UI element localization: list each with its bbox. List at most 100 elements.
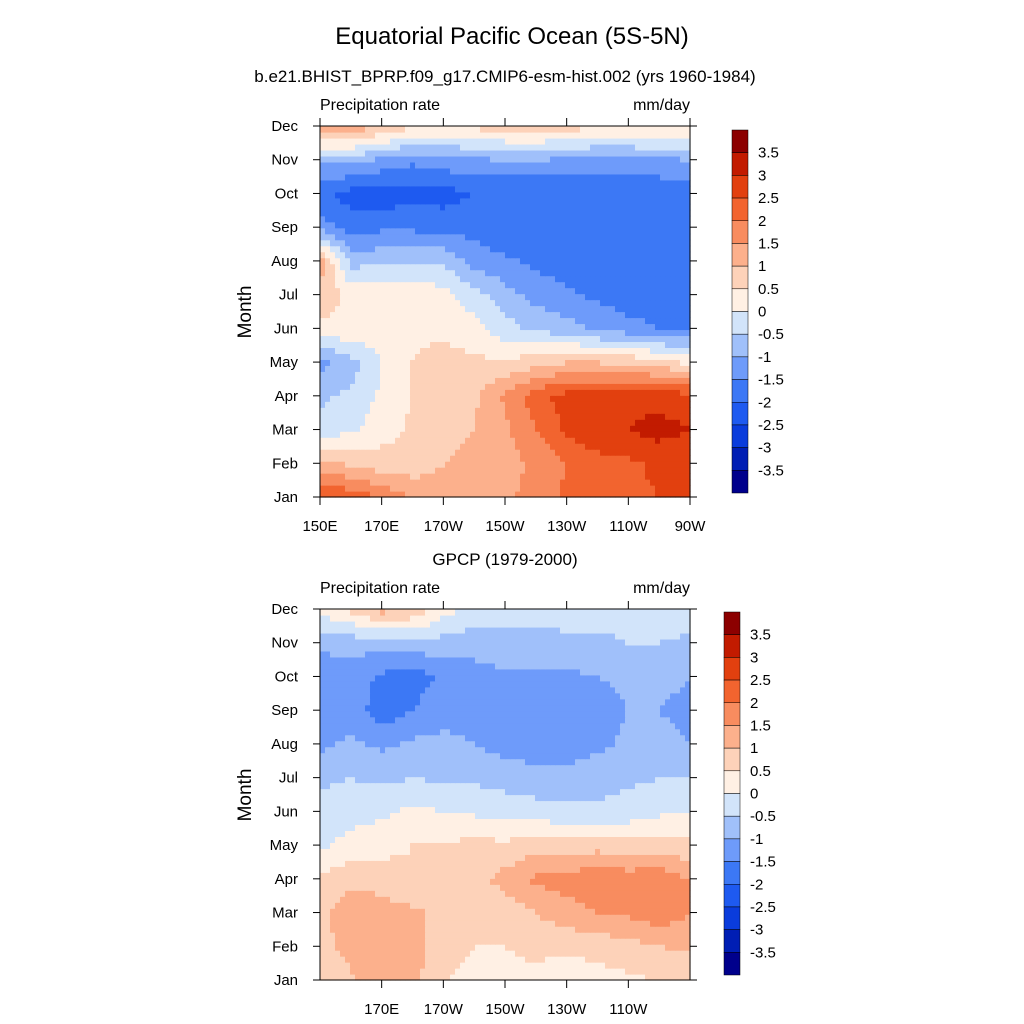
contour-cell — [600, 419, 606, 426]
contour-cell — [380, 185, 386, 193]
contour-cell — [540, 281, 546, 289]
contour-cell — [420, 383, 426, 390]
contour-cell — [685, 461, 691, 468]
contour-cell — [365, 365, 371, 372]
contour-cell — [615, 968, 621, 975]
contour-cell — [405, 419, 411, 426]
contour-cell — [615, 377, 621, 384]
contour-cell — [575, 281, 581, 289]
contour-cell — [480, 962, 486, 969]
contour-cell — [355, 185, 361, 193]
contour-cell — [485, 179, 491, 187]
contour-cell — [355, 311, 361, 319]
contour-cell — [435, 413, 441, 420]
contour-cell — [380, 341, 386, 348]
contour-cell — [445, 329, 451, 337]
contour-cell — [535, 437, 541, 444]
contour-cell — [510, 425, 516, 432]
contour-cell — [560, 275, 566, 283]
contour-cell — [425, 317, 431, 325]
contour-cell — [520, 185, 526, 193]
contour-cell — [550, 173, 556, 181]
contour-cell — [365, 287, 371, 295]
contour-cell — [345, 389, 351, 396]
contour-cell — [375, 401, 381, 408]
contour-cell — [440, 407, 446, 414]
contour-cell — [545, 407, 551, 414]
contour-cell — [505, 479, 511, 486]
contour-cell — [525, 347, 531, 354]
contour-cell — [350, 383, 356, 390]
contour-cell — [610, 473, 616, 480]
contour-cell — [640, 197, 646, 205]
contour-cell — [405, 473, 411, 480]
contour-cell — [640, 126, 646, 133]
contour-cell — [495, 185, 501, 193]
contour-cell — [485, 383, 491, 390]
contour-cell — [385, 131, 391, 139]
contour-cell — [365, 209, 371, 217]
contour-cell — [585, 137, 591, 145]
contour-cell — [660, 407, 666, 414]
contour-cell — [570, 347, 576, 354]
contour-cell — [530, 215, 536, 223]
contour-cell — [335, 347, 341, 354]
contour-cell — [530, 155, 536, 163]
contour-cell — [550, 377, 556, 384]
contour-cell — [425, 353, 431, 360]
contour-cell — [415, 395, 421, 402]
contour-cell — [325, 179, 331, 187]
contour-cell — [510, 245, 516, 253]
contour-cell — [595, 209, 601, 217]
contour-cell — [655, 161, 661, 169]
contour-cell — [425, 335, 431, 343]
contour-cell — [425, 215, 431, 223]
contour-cell — [335, 131, 341, 139]
contour-cell — [405, 203, 411, 211]
contour-cell — [535, 299, 541, 307]
contour-cell — [380, 425, 386, 432]
contour-cell — [400, 347, 406, 354]
panel-model-ylabel: Month — [235, 286, 256, 339]
contour-cell — [380, 233, 386, 241]
contour-cell — [390, 962, 396, 969]
contour-cell — [500, 425, 506, 432]
contour-cell — [680, 143, 686, 151]
contour-cell — [540, 353, 546, 360]
contour-cell — [450, 257, 456, 265]
contour-cell — [355, 299, 361, 307]
contour-cell — [640, 203, 646, 211]
contour-cell — [320, 245, 326, 253]
contour-cell — [665, 473, 671, 480]
contour-cell — [360, 203, 366, 211]
contour-cell — [340, 383, 346, 390]
contour-cell — [655, 389, 661, 396]
contour-cell — [435, 161, 441, 169]
contour-cell — [540, 491, 546, 498]
contour-cell — [460, 221, 466, 229]
contour-cell — [425, 443, 431, 450]
contour-cell — [340, 215, 346, 223]
contour-cell — [630, 419, 636, 426]
contour-cell — [510, 491, 516, 498]
contour-cell — [345, 437, 351, 444]
contour-cell — [610, 377, 616, 384]
contour-cell — [650, 233, 656, 241]
contour-cell — [390, 347, 396, 354]
contour-cell — [500, 155, 506, 163]
contour-cell — [485, 269, 491, 277]
contour-cell — [330, 437, 336, 444]
contour-cell — [515, 491, 521, 498]
contour-cell — [650, 179, 656, 187]
contour-cell — [520, 419, 526, 426]
contour-cell — [675, 962, 681, 969]
contour-cell — [635, 227, 641, 235]
contour-cell — [585, 449, 591, 456]
contour-cell — [550, 209, 556, 217]
contour-cell — [610, 347, 616, 354]
contour-cell — [540, 251, 546, 259]
contour-cell — [460, 179, 466, 187]
contour-cell — [635, 341, 641, 348]
contour-cell — [440, 317, 446, 325]
contour-cell — [595, 377, 601, 384]
